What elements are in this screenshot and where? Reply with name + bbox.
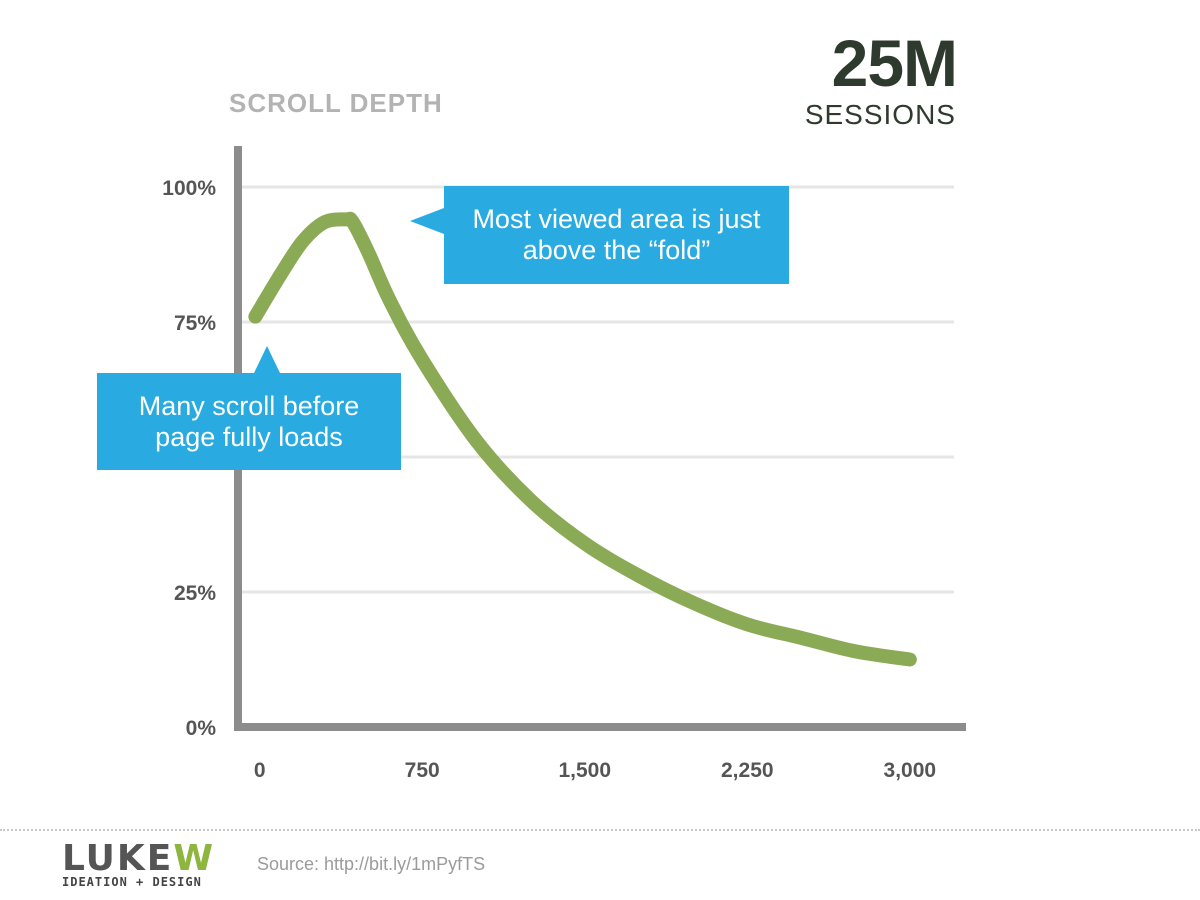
- callout-loads-text: Many scroll before page fully loads: [138, 390, 360, 452]
- callout-loads: Many scroll before page fully loads: [97, 346, 401, 470]
- callout-fold-text: Most viewed area is just above the “fold…: [472, 204, 761, 265]
- x-tick-label: 2,250: [721, 759, 774, 782]
- chart-title: SCROLL DEPTH: [229, 88, 443, 118]
- x-tick-label: 0: [254, 759, 266, 782]
- y-tick-label: 0%: [186, 717, 217, 740]
- y-tick-label: 75%: [174, 312, 216, 335]
- logo-tagline: IDEATION + DESIGN: [62, 875, 202, 889]
- sessions-count: 25M: [831, 26, 958, 100]
- sessions-label: SESSIONS: [804, 99, 956, 130]
- y-tick-label: 25%: [174, 582, 216, 605]
- callout-loads-pointer: [254, 346, 280, 373]
- logo-mark: LUKEW: [62, 841, 232, 877]
- logo-mark-main: LUKE: [62, 838, 174, 879]
- source-text: Source: http://bit.ly/1mPyfTS: [257, 854, 486, 874]
- series-line-0: [248, 211, 917, 667]
- logo-mark-accent: W: [173, 838, 216, 879]
- callout-fold-pointer: [410, 208, 444, 234]
- callout-fold: Most viewed area is just above the “fold…: [410, 186, 789, 284]
- x-tick-label: 750: [405, 759, 440, 782]
- lukew-logo: LUKEW IDEATION + DESIGN: [62, 841, 232, 890]
- footer-divider: [0, 829, 1200, 831]
- y-tick-label: 100%: [162, 177, 216, 200]
- x-tick-label: 3,000: [884, 759, 937, 782]
- x-tick-label: 1,500: [558, 759, 611, 782]
